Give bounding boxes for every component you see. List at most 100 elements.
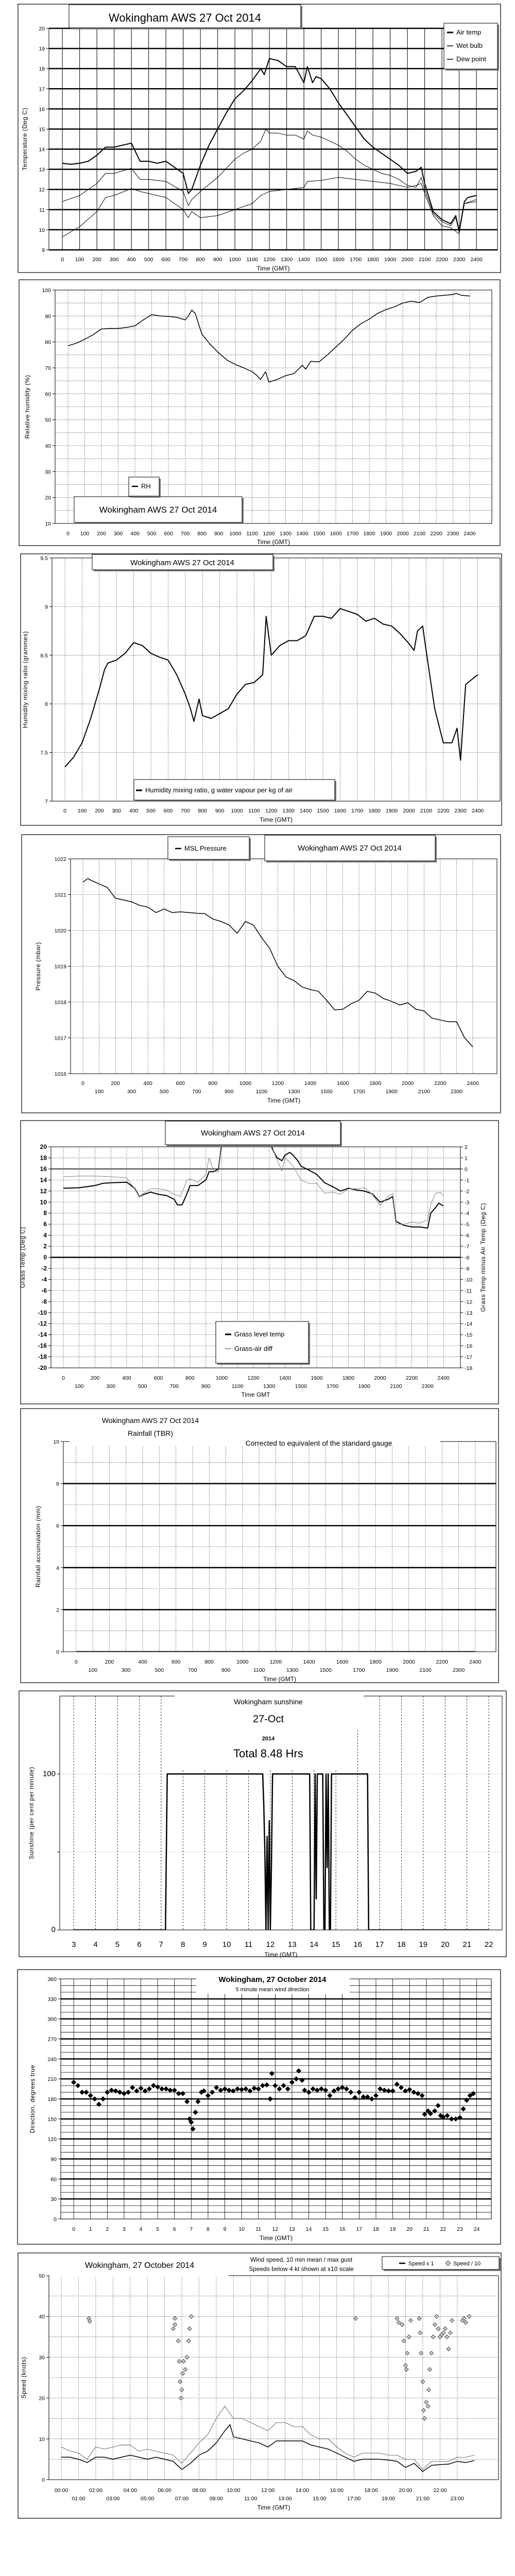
data-point (408, 2318, 414, 2323)
x-tick-label: 2200 (434, 1080, 447, 1087)
y-tick-label: 17 (39, 86, 45, 92)
legend-diamond-icon (445, 2260, 451, 2266)
data-point (360, 2094, 366, 2100)
data-point (425, 2403, 431, 2409)
data-point (431, 2334, 436, 2340)
x-tick-label: 1300 (286, 1667, 299, 1673)
data-point (406, 2334, 411, 2340)
data-point (335, 2086, 341, 2092)
x-tick-label: 1600 (332, 257, 345, 263)
y-right-axis-label: Grass Temp minus Air Temp (Deg C) (479, 1203, 487, 1312)
x-tick-label: 8 (181, 1940, 185, 1949)
data-point (267, 2096, 273, 2102)
x-tick-label: 2100 (420, 808, 433, 814)
x-tick-label: 400 (143, 1080, 152, 1087)
label-box (68, 4, 301, 28)
x-tick-label: 400 (122, 1375, 131, 1381)
x-tick-label: 300 (106, 1383, 115, 1389)
y-tick-label: 100 (42, 287, 51, 294)
x-tick-label: 2400 (467, 1080, 479, 1087)
x-tick-label: 100 (80, 531, 90, 537)
legend-label: Speed x 1 (408, 2261, 434, 2267)
series-series-0 (74, 1773, 489, 1930)
x-tick-label: 16:00 (330, 2487, 344, 2494)
y-tick-label: 50 (39, 2273, 45, 2279)
series-line (61, 2424, 475, 2472)
data-point (173, 2322, 178, 2327)
data-point (188, 2314, 194, 2319)
x-tick-label: 20 (406, 2226, 413, 2232)
series-line (62, 58, 477, 232)
x-tick-label: 800 (197, 531, 207, 537)
x-tick-label: 800 (196, 257, 205, 263)
y-tick-label: 12 (40, 1188, 47, 1195)
y-tick-label: -2 (41, 1265, 47, 1272)
x-tick-label: 12:00 (261, 2487, 274, 2494)
series-line (67, 293, 470, 383)
x-tick-label: 2200 (430, 531, 442, 537)
y-tick-label: 1019 (55, 964, 67, 970)
y-right-tick-label: -4 (465, 1211, 469, 1217)
data-point (272, 2083, 278, 2089)
data-point (422, 2416, 427, 2421)
data-point (382, 2088, 387, 2093)
title-background (70, 1411, 440, 1446)
x-tick-label: 13 (289, 2226, 295, 2232)
x-tick-label: 2 (106, 2226, 109, 2232)
x-tick-label: 15 (322, 2226, 329, 2232)
x-tick-label: 0 (66, 531, 70, 537)
y-tick-label: 10 (39, 227, 45, 233)
plot-area (48, 2275, 499, 2480)
title-background (196, 1976, 350, 1994)
x-tick-label: 900 (214, 531, 224, 537)
x-tick-label: 700 (179, 257, 188, 263)
y-tick-label: 8 (56, 1481, 59, 1487)
x-tick-label: 1800 (363, 531, 375, 537)
y-tick-label: 16 (40, 1165, 47, 1173)
data-point (436, 2326, 441, 2331)
series-wet-bulb (62, 129, 477, 232)
x-tick-label: 14 (306, 2226, 312, 2232)
data-point (460, 2106, 466, 2112)
data-point (178, 2396, 183, 2401)
x-tick-label: 700 (181, 531, 190, 537)
x-tick-label: 3 (72, 1940, 76, 1949)
y-axis-label: Relative humidity (%) (24, 375, 31, 439)
data-point (269, 2071, 274, 2076)
x-tick-label: 1000 (239, 1080, 252, 1087)
y-right-tick-label: -5 (465, 1222, 469, 1228)
data-point (289, 2079, 295, 2085)
data-point (422, 2111, 427, 2117)
x-tick-label: 1800 (370, 1659, 382, 1665)
x-tick-label: 2100 (390, 1383, 402, 1389)
x-tick-label: 500 (160, 1089, 169, 1095)
y-tick-label: 0 (43, 1254, 47, 1261)
x-tick-label: 900 (221, 1667, 231, 1673)
chart-title: Wokingham AWS 27 Oct 2014 (298, 844, 402, 853)
data-point (184, 2354, 190, 2360)
chart-year: 2014 (262, 1736, 275, 1742)
x-tick-label: 1900 (386, 1667, 399, 1673)
data-point (352, 2095, 358, 2100)
data-point (434, 2314, 439, 2319)
series-speed-x-1 (61, 2424, 475, 2472)
x-tick-label: 400 (129, 808, 139, 814)
y-tick-label: 6 (43, 1221, 47, 1228)
data-point (467, 2314, 472, 2319)
data-point (277, 2086, 282, 2092)
data-point (390, 2088, 396, 2094)
x-tick-label: 1800 (367, 257, 379, 263)
x-tick-label: 1400 (296, 531, 308, 537)
data-point (365, 2094, 370, 2100)
data-point (421, 2408, 426, 2413)
legend-label: Speed / 10 (453, 2261, 480, 2267)
x-tick-label: 1000 (236, 1659, 249, 1665)
y-right-tick-label: -1 (465, 1177, 469, 1183)
y-tick-label: 14 (39, 147, 45, 153)
title-background (175, 1694, 364, 1729)
x-tick-label: 01:00 (72, 2496, 85, 2502)
data-point (171, 2088, 177, 2093)
data-point (426, 2387, 432, 2393)
chart-title: Wokingham, 27 October 2014 (85, 2261, 194, 2270)
x-tick-label: 1600 (336, 1659, 349, 1665)
